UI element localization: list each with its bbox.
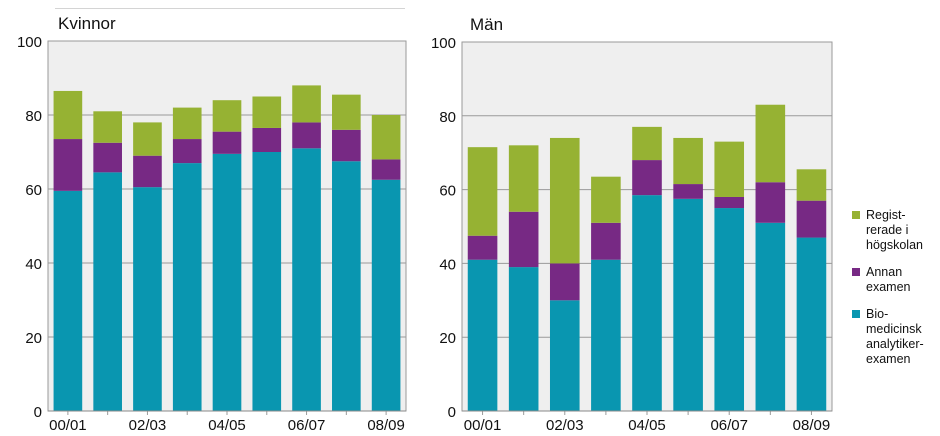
bar-segment-05-06-series-3 <box>252 96 282 128</box>
x-tick-label: 08/09 <box>367 417 405 434</box>
bar-segment-00-01-series-2 <box>53 139 83 191</box>
bar-segment-00-01-series-1 <box>467 259 498 411</box>
chart-legend: Regist- rerade i högskolan Annan examen … <box>852 208 940 379</box>
x-tick-label: 02/03 <box>546 417 584 434</box>
bar-segment-03-04-series-1 <box>172 163 202 411</box>
bar-segment-01-02-series-1 <box>508 267 539 411</box>
legend-item-biomedicinsk: Bio- medicinsk analytiker- examen <box>852 307 940 367</box>
bar-segment-06-07-series-3 <box>292 85 321 123</box>
bar-segment-07-08-series-3 <box>755 104 786 183</box>
y-tick-label: 20 <box>25 330 42 347</box>
bar-segment-02-03-series-3 <box>133 122 162 156</box>
legend-text-line: högskolan <box>866 238 923 252</box>
bar-segment-02-03-series-3 <box>549 137 580 264</box>
legend-swatch-annan-examen <box>852 268 860 276</box>
x-tick-label: 02/03 <box>129 417 167 434</box>
legend-swatch-registrerade <box>852 211 860 219</box>
bar-segment-06-07-series-1 <box>714 208 745 411</box>
y-tick-label: 40 <box>439 256 456 273</box>
legend-item-registrerade: Regist- rerade i högskolan <box>852 208 940 253</box>
bar-segment-08-09-series-1 <box>371 179 401 411</box>
chart-title: Män <box>470 15 503 34</box>
bar-segment-06-07-series-2 <box>714 196 745 209</box>
bar-segment-08-09-series-3 <box>796 169 827 201</box>
bar-segment-04-05-series-3 <box>212 100 242 132</box>
bar-segment-08-09-series-2 <box>796 200 827 238</box>
legend-text-line: Bio- <box>866 307 889 321</box>
bar-segment-08-09-series-3 <box>371 115 401 160</box>
bar-segment-05-06-series-2 <box>252 127 282 152</box>
x-tick-label: 00/01 <box>49 417 87 434</box>
bar-segment-00-01-series-1 <box>53 190 83 411</box>
bar-segment-01-02-series-1 <box>93 172 122 411</box>
bar-segment-03-04-series-2 <box>172 139 202 164</box>
y-tick-label: 40 <box>25 256 42 273</box>
bar-segment-05-06-series-2 <box>673 184 703 199</box>
bar-segment-04-05-series-3 <box>632 126 662 161</box>
y-tick-label: 80 <box>25 108 42 125</box>
bar-segment-04-05-series-1 <box>212 153 242 411</box>
bar-segment-02-03-series-1 <box>549 300 580 411</box>
y-tick-label: 20 <box>439 330 456 347</box>
legend-text-line: rerade i <box>866 223 909 237</box>
bar-segment-01-02-series-3 <box>508 145 539 212</box>
y-tick-label: 0 <box>34 404 42 421</box>
bar-segment-02-03-series-1 <box>133 187 162 411</box>
x-tick-label: 06/07 <box>288 417 326 434</box>
bar-segment-03-04-series-3 <box>172 107 202 140</box>
bar-segment-02-03-series-2 <box>549 263 580 301</box>
bar-segment-05-06-series-1 <box>252 152 282 411</box>
bar-segment-03-04-series-1 <box>591 259 621 411</box>
bar-segment-00-01-series-3 <box>53 90 83 140</box>
bar-segment-07-08-series-1 <box>755 222 786 411</box>
bar-segment-01-02-series-3 <box>93 111 122 143</box>
x-tick-label: 04/05 <box>628 417 666 434</box>
y-tick-label: 100 <box>431 35 456 52</box>
bar-segment-06-07-series-1 <box>292 148 321 412</box>
bar-segment-00-01-series-2 <box>467 235 498 260</box>
bar-segment-08-09-series-2 <box>371 159 401 180</box>
bar-segment-07-08-series-3 <box>332 94 361 130</box>
y-tick-label: 60 <box>25 182 42 199</box>
bar-segment-04-05-series-1 <box>632 195 662 411</box>
x-tick-label: 08/09 <box>793 417 831 434</box>
y-tick-label: 60 <box>439 183 456 200</box>
legend-item-annan-examen: Annan examen <box>852 265 940 295</box>
bar-segment-01-02-series-2 <box>508 211 539 268</box>
bar-segment-06-07-series-3 <box>714 141 745 197</box>
bar-segment-07-08-series-1 <box>332 161 361 411</box>
y-tick-label: 0 <box>448 404 456 421</box>
bar-segment-03-04-series-2 <box>591 222 621 260</box>
chart-title: Kvinnor <box>58 14 116 33</box>
y-tick-label: 80 <box>439 109 456 126</box>
bar-segment-05-06-series-3 <box>673 137 703 185</box>
bar-segment-08-09-series-1 <box>796 237 827 411</box>
bar-segment-06-07-series-2 <box>292 122 321 149</box>
legend-swatch-biomedicinsk <box>852 310 860 318</box>
bar-segment-03-04-series-3 <box>591 176 621 223</box>
bar-segment-00-01-series-3 <box>467 147 498 236</box>
bar-segment-04-05-series-2 <box>212 131 242 154</box>
top-divider-line <box>55 8 405 9</box>
legend-text-line: Regist- <box>866 208 906 222</box>
bar-segment-05-06-series-1 <box>673 198 703 411</box>
bar-segment-04-05-series-2 <box>632 160 662 196</box>
bar-segment-07-08-series-2 <box>332 129 361 162</box>
bar-segment-01-02-series-2 <box>93 142 122 173</box>
legend-text-line: analytiker- <box>866 337 924 351</box>
bar-segment-02-03-series-2 <box>133 155 162 188</box>
legend-text-line: examen <box>866 280 911 294</box>
bar-segment-07-08-series-2 <box>755 182 786 223</box>
legend-text-line: examen <box>866 352 911 366</box>
legend-text-line: Annan <box>866 265 903 279</box>
x-tick-label: 04/05 <box>208 417 246 434</box>
chart-panel-2: 0 20 40 60 80 100 00/01 02/03 04/05 06/07 08/09 Män <box>431 15 833 434</box>
chart-panel-1: 0 20 40 60 80 100 00/01 02/03 04/05 06/07 08/09 Kvi… <box>17 14 407 434</box>
x-tick-label: 06/07 <box>710 417 748 434</box>
legend-text-line: medicinsk <box>866 322 922 336</box>
x-tick-label: 00/01 <box>464 417 502 434</box>
y-tick-label: 100 <box>17 34 42 51</box>
